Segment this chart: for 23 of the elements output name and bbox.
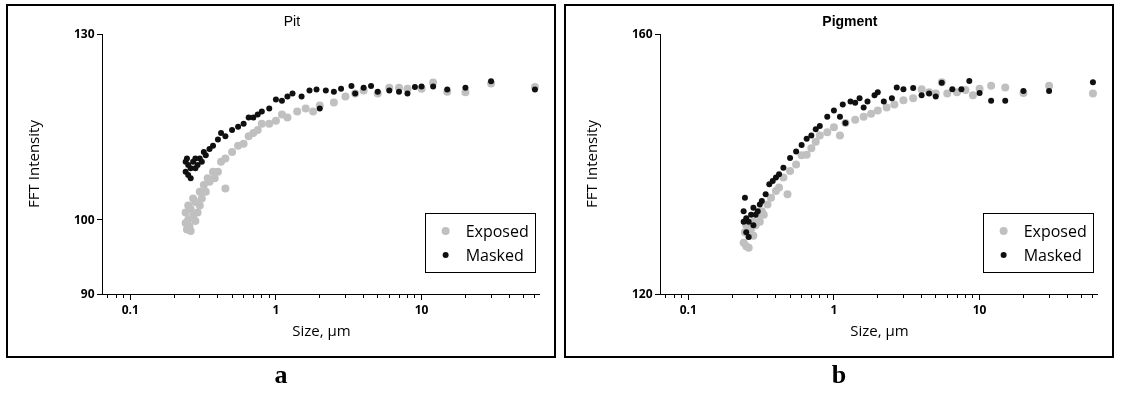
chart-title: Pigment <box>822 13 878 30</box>
y-tick-label: 160 <box>632 25 653 43</box>
legend-label: Masked <box>1023 244 1082 267</box>
y-tick-label: 120 <box>632 285 653 303</box>
x-axis-title: Size, μm <box>292 320 351 341</box>
y-tick-label: 130 <box>74 25 95 43</box>
y-axis-title: FFT Intensity <box>23 119 44 208</box>
y-axis-title: FFT Intensity <box>581 119 602 208</box>
legend-label: Exposed <box>465 220 529 243</box>
y-tick-label: 100 <box>74 210 95 228</box>
y-tick-label: 90 <box>80 285 95 303</box>
x-tick-label: 10 <box>972 301 987 319</box>
x-axis-title: Size, μm <box>850 320 909 341</box>
x-tick-label: 1 <box>272 301 280 319</box>
legend-label: Exposed <box>1023 220 1087 243</box>
x-tick-label: 0.1 <box>679 301 697 319</box>
x-tick-label: 10 <box>414 301 429 319</box>
x-tick-label: 0.1 <box>121 301 139 319</box>
legend-label: Masked <box>465 244 524 267</box>
text: b <box>830 360 848 390</box>
text: a <box>273 360 289 390</box>
chart-title: Pit <box>283 13 301 30</box>
x-tick-label: 1 <box>830 301 838 319</box>
